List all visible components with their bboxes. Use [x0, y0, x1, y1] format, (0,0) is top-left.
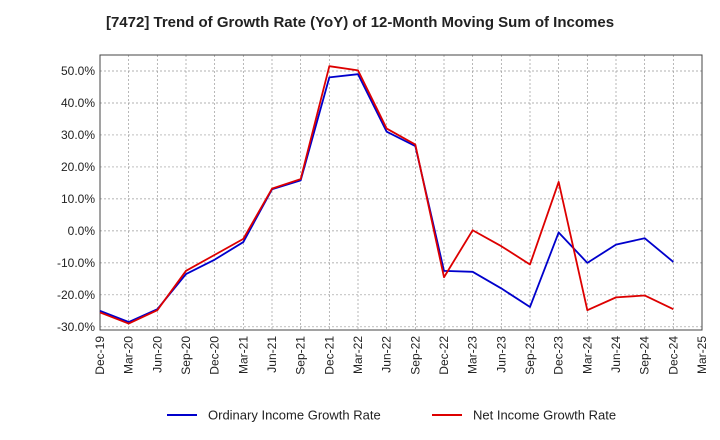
x-tick-label: Dec-20: [208, 336, 222, 375]
y-tick-label: 50.0%: [61, 64, 95, 78]
y-tick-label: -10.0%: [57, 256, 95, 270]
x-tick-label: Mar-24: [580, 336, 594, 374]
x-tick-label: Mar-20: [122, 336, 136, 374]
chart-title: [7472] Trend of Growth Rate (YoY) of 12-…: [105, 14, 615, 31]
x-tick-label: Sep-20: [179, 336, 193, 375]
x-tick-label: Jun-22: [380, 336, 394, 373]
x-tick-label: Jun-23: [494, 336, 508, 373]
x-tick-label: Mar-22: [351, 336, 365, 374]
plot-area: [100, 55, 702, 330]
x-tick-label: Sep-21: [294, 336, 308, 375]
y-tick-label: -20.0%: [57, 288, 95, 302]
y-tick-label: -30.0%: [57, 320, 95, 334]
x-tick-label: Dec-22: [437, 336, 451, 375]
x-tick-label: Dec-23: [552, 336, 566, 375]
y-tick-label: 10.0%: [61, 192, 95, 206]
x-tick-label: Jun-20: [150, 336, 164, 373]
series-line-1: [99, 73, 674, 323]
x-tick-label: Sep-24: [638, 336, 652, 375]
x-tick-label: Sep-23: [523, 336, 537, 375]
y-tick-label: 0.0%: [68, 224, 96, 238]
x-tick-label: Jun-21: [265, 336, 279, 373]
legend-label-1: Ordinary Income Growth Rate: [208, 408, 381, 423]
x-tick-label: Dec-21: [322, 336, 336, 375]
plot-border: [99, 54, 703, 331]
x-tick-label: Jun-24: [609, 336, 623, 373]
x-tick-label: Mar-23: [466, 336, 480, 374]
y-tick-label: 20.0%: [61, 160, 95, 174]
x-tick-label: Dec-19: [93, 336, 107, 375]
x-tick-label: Mar-25: [695, 336, 709, 374]
legend-label-2: Net Income Growth Rate: [473, 408, 616, 423]
x-tick-label: Mar-21: [236, 336, 250, 374]
x-tick-label: Dec-24: [666, 336, 680, 375]
series-line-2: [99, 65, 674, 325]
x-tick-label: Sep-22: [408, 336, 422, 375]
y-tick-label: 40.0%: [61, 96, 95, 110]
y-tick-label: 30.0%: [61, 128, 95, 142]
